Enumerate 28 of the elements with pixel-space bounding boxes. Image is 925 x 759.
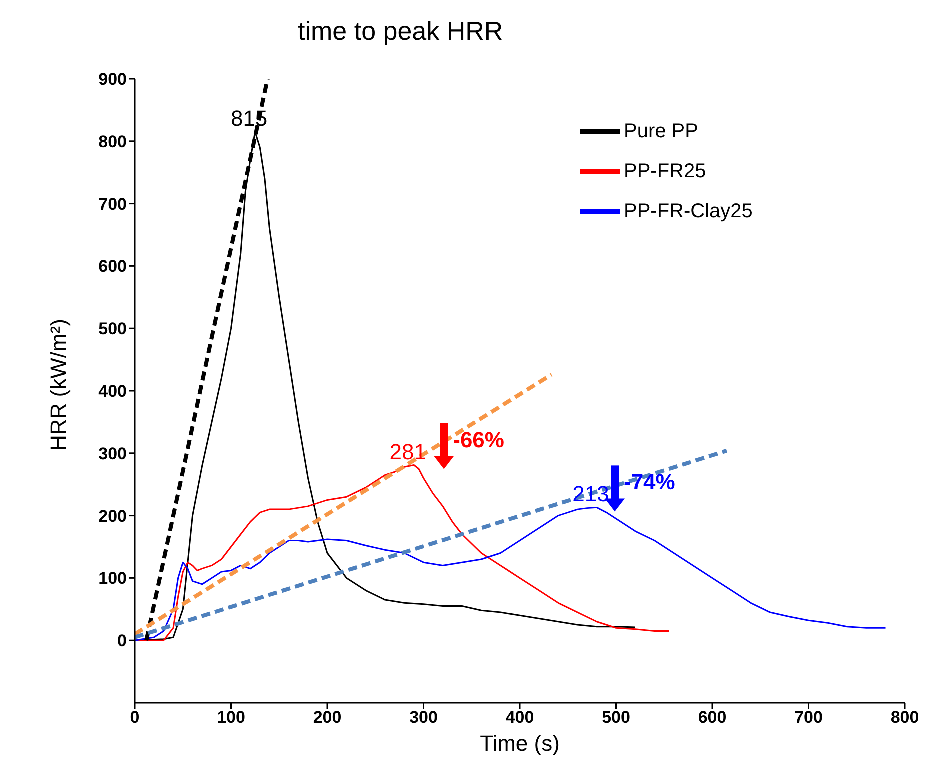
y-tick-label: 900: [98, 70, 127, 90]
text: time to peak HRR: [298, 16, 504, 46]
y-tick-label: 600: [98, 257, 127, 276]
y-tick-label: 100: [98, 569, 127, 588]
y-tick-label: 200: [98, 506, 127, 526]
y-tick-label: 800: [98, 132, 127, 152]
legend-label: Pure PP: [624, 120, 698, 142]
annotation: 281: [390, 439, 426, 464]
x-tick-label: 600: [698, 708, 727, 728]
x-tick-label: 800: [890, 708, 920, 728]
x-tick-label: 300: [410, 708, 438, 728]
y-tick-label: 300: [98, 444, 127, 464]
legend-label: PP-FR-Clay25: [624, 200, 753, 222]
annotation: -66%: [453, 427, 504, 452]
x-tick-label: 0: [130, 708, 140, 728]
y-tick-label: 400: [98, 382, 127, 402]
x-tick-label: 400: [506, 708, 534, 728]
annotation: -74%: [624, 470, 676, 495]
y-axis-title: HRR (kW/m²): [46, 319, 71, 451]
x-tick-label: 500: [602, 708, 630, 728]
y-tick-label: 500: [98, 320, 127, 339]
x-axis-title: Time (s): [480, 731, 560, 756]
x-tick-label: 200: [313, 708, 342, 728]
y-tick-label: 0: [118, 632, 127, 651]
y-tick-label: 700: [98, 194, 127, 214]
x-tick-label: 700: [794, 708, 823, 728]
x-tick-label: 100: [217, 708, 246, 728]
legend-label: PP-FR25: [624, 160, 706, 182]
